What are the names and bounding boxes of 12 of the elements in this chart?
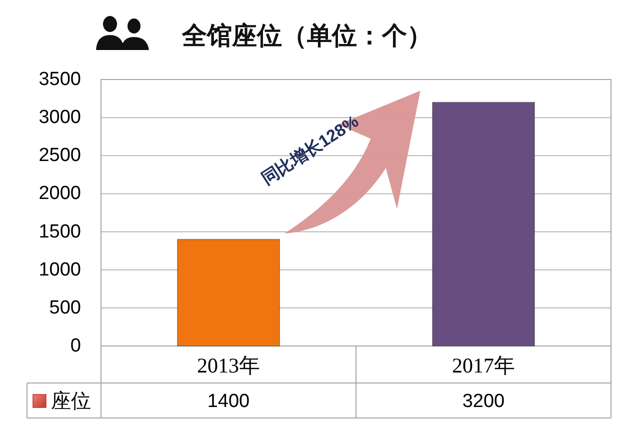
y-tick-label: 2500 xyxy=(38,145,81,166)
y-tick-label: 3500 xyxy=(38,69,81,90)
legend-label: 座位 xyxy=(51,390,91,412)
y-tick-label: 3000 xyxy=(38,107,81,128)
y-tick-label: 1000 xyxy=(38,259,81,280)
y-tick-label: 2000 xyxy=(38,183,81,204)
chart-title: 全馆座位（单位：个） xyxy=(181,22,432,50)
y-tick-label: 500 xyxy=(49,297,81,318)
x-tick-label: 2013年 xyxy=(197,354,260,378)
data-label: 1400 xyxy=(207,391,250,412)
x-tick-label: 2017年 xyxy=(452,354,515,378)
y-tick-label: 1500 xyxy=(38,221,81,242)
